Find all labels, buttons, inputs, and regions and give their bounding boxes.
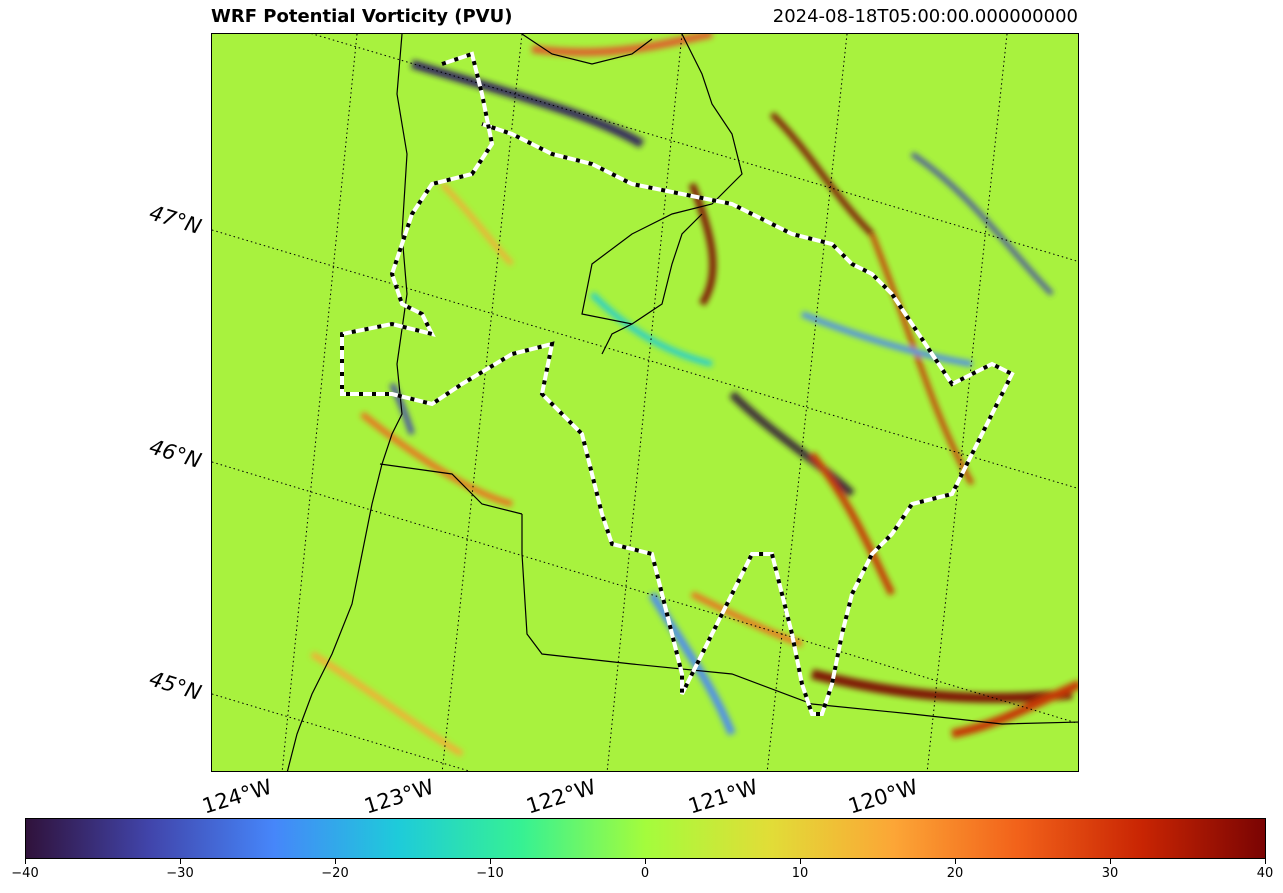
pv-anomalies — [310, 34, 1078, 757]
colorbar — [25, 818, 1266, 859]
map-panel[interactable] — [211, 33, 1079, 772]
colorbar-tick-label: −20 — [321, 866, 349, 881]
colorbar-tick-mark — [800, 859, 801, 864]
colorbar-tick-mark — [490, 859, 491, 864]
colorbar-tick-mark — [335, 859, 336, 864]
colorbar-tick-mark — [645, 859, 646, 864]
colorbar-tick-mark — [180, 859, 181, 864]
colorbar-tick-label: 30 — [1101, 866, 1119, 881]
lon-label-122w: 122°W — [523, 774, 599, 819]
pv-contour — [340, 51, 1015, 716]
lat-label-46n: 46°N — [146, 434, 205, 473]
lat-label-45n: 45°N — [146, 666, 205, 705]
colorbar-tick-label: 10 — [791, 866, 809, 881]
colorbar-tick-label: 20 — [946, 866, 964, 881]
colorbar-tick-label: 0 — [640, 866, 650, 881]
colorbar-tick-label: 40 — [1256, 866, 1274, 881]
field-background — [212, 34, 1078, 771]
colorbar-tick-label: −10 — [476, 866, 504, 881]
pv-field-map — [212, 34, 1078, 771]
colorbar-tick-label: −30 — [166, 866, 194, 881]
colorbar-tick-mark — [1265, 859, 1266, 864]
lat-label-47n: 47°N — [146, 200, 205, 239]
lon-label-124w: 124°W — [199, 774, 275, 819]
map-timestamp: 2024-08-18T05:00:00.000000000 — [772, 6, 1078, 27]
lon-label-121w: 121°W — [685, 774, 761, 819]
colorbar-tick-mark — [955, 859, 956, 864]
colorbar-tick-mark — [1110, 859, 1111, 864]
colorbar-tick-mark — [25, 859, 26, 864]
colorbar-tick-label: −40 — [11, 866, 39, 881]
map-title: WRF Potential Vorticity (PVU) — [211, 6, 513, 27]
lon-label-123w: 123°W — [361, 774, 437, 819]
lon-label-120w: 120°W — [845, 774, 921, 819]
